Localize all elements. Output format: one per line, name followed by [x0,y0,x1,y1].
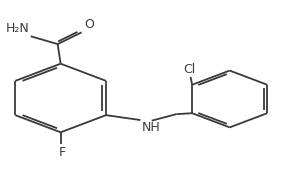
Text: F: F [58,146,66,159]
Text: O: O [84,18,94,31]
Text: NH: NH [142,121,161,134]
Text: H₂N: H₂N [5,22,29,35]
Text: Cl: Cl [183,63,195,76]
